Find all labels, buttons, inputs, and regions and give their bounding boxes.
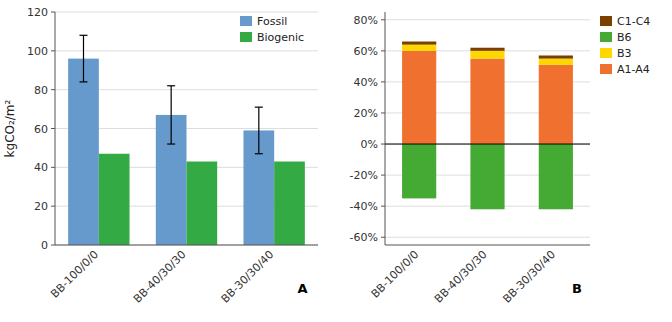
tick-mark — [51, 89, 55, 90]
grid-line — [55, 12, 318, 13]
tick-mark — [381, 50, 385, 51]
tick-mark — [381, 112, 385, 113]
error-cap — [79, 81, 87, 82]
category-label: BB-100/0/0 — [48, 248, 101, 301]
error-cap — [255, 153, 263, 154]
category-label: BB-30/30/40 — [500, 248, 558, 306]
bar-segment — [539, 144, 573, 209]
category-label: BB-100/0/0 — [369, 248, 422, 301]
tick-label: 100 — [27, 45, 48, 58]
bar-segment — [539, 59, 573, 65]
bar — [187, 162, 218, 245]
bar-segment — [470, 59, 504, 144]
legend: C1-C4 B6 B3 A1-A4 — [600, 15, 650, 76]
legend: Fossil Biogenic — [240, 15, 304, 44]
error-stem — [258, 107, 259, 154]
panel-1: -60% -40% -20% 0% 20% 40% 60% 80% BB-100/0/0BB-4… — [350, 12, 651, 306]
bar-segment — [402, 42, 436, 45]
tick-mark — [51, 128, 55, 129]
tick-label: 80 — [34, 84, 48, 97]
x-axis — [55, 245, 318, 246]
grid-line — [385, 237, 590, 238]
bar-segment — [470, 51, 504, 59]
bar-segment — [402, 144, 436, 198]
legend-label: A1-A4 — [617, 63, 650, 76]
legend-swatch — [240, 16, 252, 26]
bar-segment — [539, 65, 573, 144]
error-cap — [167, 85, 175, 86]
tick-label: 20% — [354, 107, 378, 120]
panel-label: B — [572, 281, 582, 296]
panel-label: A — [297, 281, 307, 296]
panel-0: 0 20 40 60 80 100 120 BB-100/0/0 BB-40/30/30 BB-3… — [3, 6, 318, 306]
legend-swatch — [600, 64, 612, 74]
zero-line — [385, 144, 590, 145]
y-axis — [55, 12, 56, 245]
legend-swatch — [600, 16, 612, 26]
error-cap — [79, 35, 87, 36]
tick-label: 0 — [41, 239, 48, 252]
y-axis — [385, 12, 386, 245]
tick-mark — [51, 245, 55, 246]
grid-line — [55, 245, 318, 246]
legend-label: C1-C4 — [617, 15, 650, 28]
legend-label: B3 — [617, 47, 632, 60]
tick-mark — [381, 206, 385, 207]
bar-segment — [470, 144, 504, 209]
error-bar — [167, 86, 175, 144]
legend-swatch — [600, 32, 612, 42]
tick-label: -60% — [350, 231, 378, 244]
figure: 020406080100120BB-100/0/0BB-40/30/30BB-3… — [0, 0, 672, 322]
legend-label: B6 — [617, 31, 632, 44]
error-cap — [255, 107, 263, 108]
tick-label: 0% — [361, 138, 378, 151]
bar-segment — [402, 51, 436, 144]
bar — [274, 162, 305, 245]
tick-label: 40% — [354, 76, 378, 89]
category-label: BB-40/30/30 — [131, 248, 189, 306]
tick-mark — [381, 237, 385, 238]
tick-label: 80% — [354, 14, 378, 27]
category-label: BB-40/30/30 — [432, 248, 490, 306]
error-bar — [79, 35, 87, 82]
error-bar — [255, 107, 263, 154]
tick-mark — [381, 144, 385, 145]
tick-label: 60 — [34, 123, 48, 136]
legend-label: Fossil — [257, 15, 287, 28]
bar — [68, 59, 99, 245]
error-stem — [171, 86, 172, 144]
grid-line — [385, 144, 590, 145]
error-cap — [167, 143, 175, 144]
tick-mark — [381, 175, 385, 176]
tick-label: 60% — [354, 45, 378, 58]
bar-segment — [539, 55, 573, 58]
tick-mark — [381, 81, 385, 82]
grid-line — [385, 19, 590, 20]
legend-swatch — [240, 32, 252, 42]
tick-mark — [51, 12, 55, 13]
error-stem — [83, 35, 84, 82]
tick-label: 20 — [34, 200, 48, 213]
tick-mark — [51, 50, 55, 51]
tick-label: 40 — [34, 161, 48, 174]
category-label: BB-30/30/40 — [219, 248, 277, 306]
marks — [402, 42, 573, 210]
marks — [68, 35, 305, 245]
bar-segment — [470, 48, 504, 51]
tick-label: 120 — [27, 6, 48, 19]
tick-mark — [51, 206, 55, 207]
tick-label: -40% — [350, 200, 378, 213]
tick-mark — [381, 19, 385, 20]
grid-line — [55, 50, 318, 51]
bar-segment — [402, 45, 436, 51]
x-axis — [385, 245, 590, 246]
tick-label: -20% — [350, 169, 378, 182]
tick-mark — [51, 167, 55, 168]
bar — [99, 154, 130, 245]
legend-swatch — [600, 48, 612, 58]
y-axis-label: kgCO₂/m² — [3, 99, 17, 157]
legend-label: Biogenic — [257, 31, 304, 44]
